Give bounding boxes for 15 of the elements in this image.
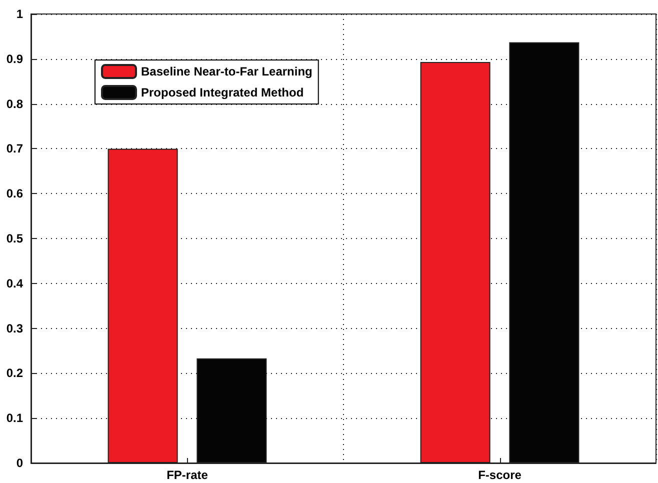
y-tick-label: 0.8: [6, 96, 24, 111]
y-tick-label: 0.6: [6, 186, 24, 201]
y-tick-label: 0.1: [6, 411, 24, 426]
y-tick-label: 0.3: [6, 321, 24, 336]
y-tick-label: 0.9: [6, 52, 24, 66]
y-tick-label: 1: [16, 7, 24, 21]
x-tick-label: FP-rate: [166, 468, 208, 482]
y-tick-label: 0.4: [6, 276, 24, 290]
y-tick-label: 0.5: [6, 232, 24, 246]
y-tick-label: 0.7: [6, 142, 24, 156]
x-tick-label: F-score: [478, 468, 522, 482]
y-tick-label: 0: [16, 456, 24, 470]
y-tick-label: 0.2: [6, 366, 24, 380]
legend-label: Baseline Near-to-Far Learning: [141, 64, 312, 78]
legend-label: Proposed Integrated Method: [141, 86, 304, 100]
